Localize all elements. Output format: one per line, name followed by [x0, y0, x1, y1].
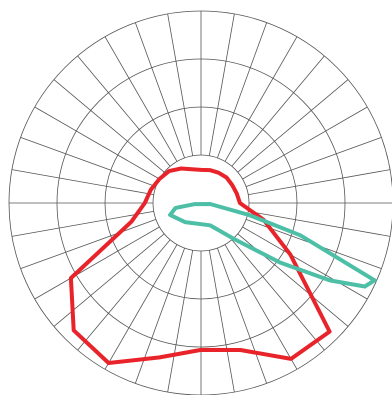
grid-spoke	[11, 169, 154, 196]
grid-spoke	[248, 169, 391, 196]
grid-spoke	[104, 244, 178, 370]
grid-spoke	[248, 210, 391, 237]
grid-spoke	[11, 210, 154, 237]
grid-spoke	[224, 36, 298, 162]
grid-spoke	[208, 250, 235, 393]
grid-spoke	[217, 22, 268, 159]
intensity-curve	[168, 202, 377, 289]
grid-spoke	[20, 136, 157, 187]
grid-spoke	[20, 219, 157, 270]
grid-spoke	[34, 226, 160, 300]
grid-spoke	[77, 55, 171, 167]
grid-spoke	[231, 55, 325, 167]
grid-spoke	[237, 79, 349, 173]
grid-spoke	[242, 226, 368, 300]
grid-spoke	[167, 250, 194, 393]
grid-spoke	[104, 36, 178, 162]
grid-spoke	[167, 13, 194, 156]
grid-spoke	[134, 247, 185, 384]
intensity-curve	[68, 166, 332, 365]
grid-spoke	[231, 239, 325, 351]
grid-spoke	[242, 106, 368, 180]
grid-spoke	[34, 106, 160, 180]
grid-spoke	[224, 244, 298, 370]
grid-spoke	[77, 239, 171, 351]
grid-spoke	[208, 13, 235, 156]
grid-spoke	[53, 79, 165, 173]
grid-spoke	[245, 136, 382, 187]
grid-spoke	[217, 247, 268, 384]
grid-spoke	[134, 22, 185, 159]
